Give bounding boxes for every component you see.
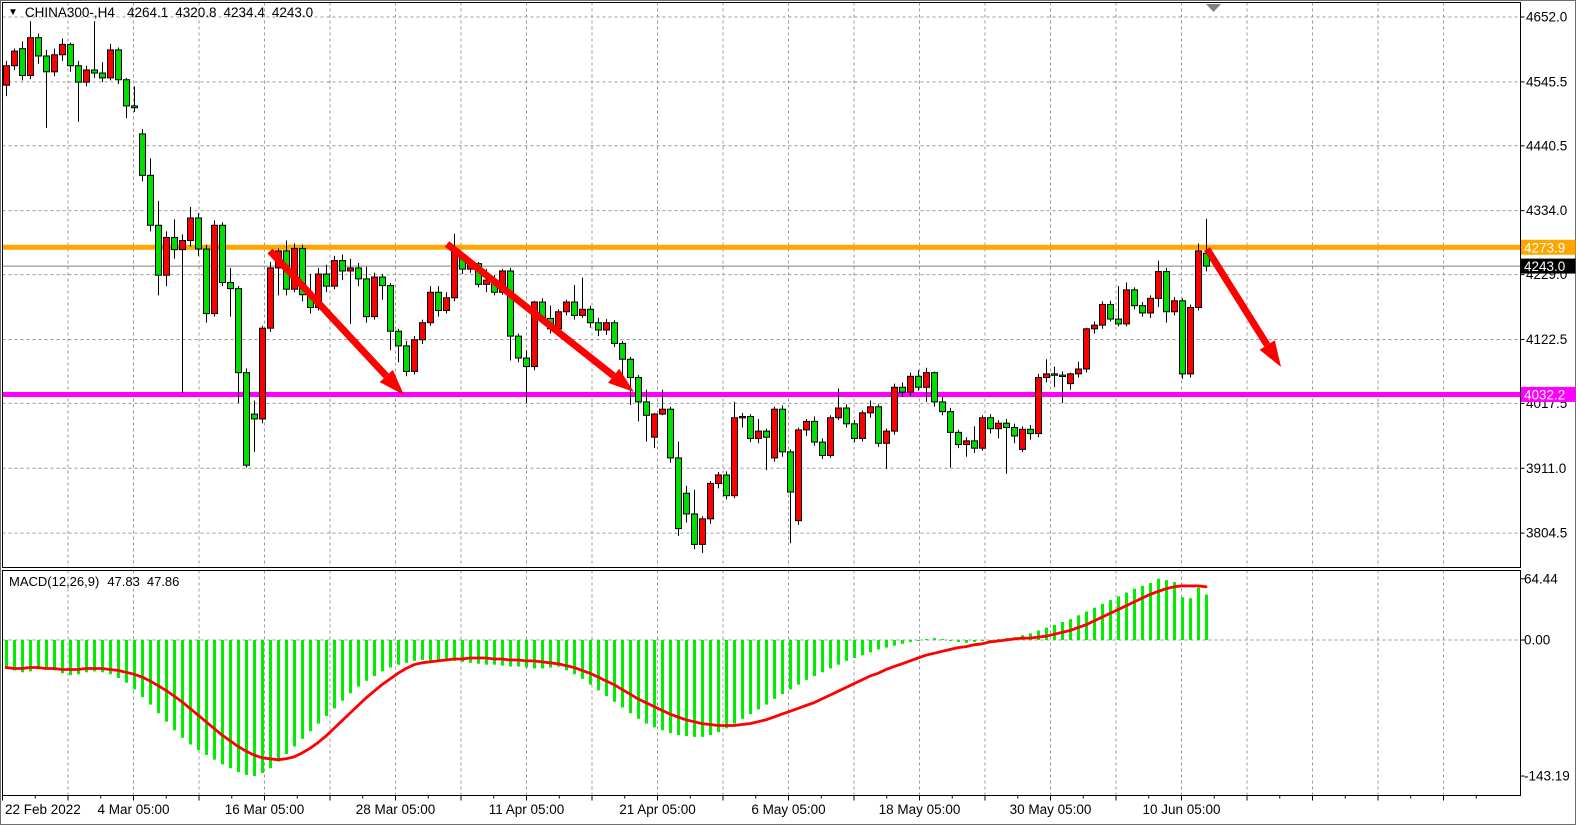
time-tick-label: 10 Jun 05:00 [1142, 802, 1220, 817]
legend-close-value: 4243.0 [271, 5, 314, 20]
down-arrow-head [1259, 340, 1281, 367]
macd-signal-line [4, 584, 1208, 762]
price-tag-box [1521, 386, 1576, 402]
price-tick-label: 4334.0 [1526, 203, 1567, 218]
price-tick-label: 4652.0 [1526, 10, 1567, 25]
macd-tick-label: 64.44 [1524, 571, 1558, 586]
time-tick-label: 6 May 05:00 [751, 802, 825, 817]
chevron-down-icon[interactable]: ▼ [8, 6, 18, 18]
price-scale[interactable]: 4652.04545.54440.54334.04229.04122.54017… [1520, 10, 1576, 541]
price-tag-label: 4032.2 [1524, 387, 1565, 402]
down-arrow-shaft [444, 241, 616, 379]
macd-tick-label: -143.19 [1524, 769, 1570, 784]
legend-high-value: 4320.8 [175, 5, 217, 20]
time-tick-label: 28 Mar 05:00 [356, 802, 436, 817]
macd-scale[interactable]: 64.44 0.00 -143.19 [1520, 571, 1570, 784]
price-tag-label: 4273.9 [1524, 240, 1565, 255]
macd-signal-value: 47.86 [146, 574, 180, 589]
macd-histogram [5, 578, 1208, 777]
time-tick-label: 18 May 05:00 [879, 802, 961, 817]
time-tick-label: 4 Mar 05:00 [97, 802, 169, 817]
down-arrow-shaft [1204, 247, 1271, 347]
time-tick-label: 11 Apr 05:00 [489, 802, 565, 817]
candlesticks [3, 21, 1210, 553]
price-tag-box [1521, 258, 1576, 274]
macd-tick-label: 0.00 [1524, 633, 1550, 648]
horizontal-price-lines [2, 244, 1521, 397]
macd-legend: MACD(12,26,9) 47.83 47.86 [9, 574, 186, 589]
price-tick-label: 4122.5 [1526, 332, 1567, 347]
macd-main-value: 47.83 [107, 574, 140, 589]
time-axis[interactable]: 22 Feb 2022 4 Mar 05:00 16 Mar 05:00 28 Mar… [2, 795, 1477, 818]
down-arrow-head [379, 369, 404, 395]
time-tick-label: 22 Feb 2022 [5, 802, 81, 817]
down-arrow-head [608, 368, 634, 392]
price-tick-label: 4545.5 [1526, 74, 1567, 89]
trend-arrows[interactable] [267, 241, 1281, 395]
legend-open-value: 4264.1 [126, 5, 169, 20]
time-tick-label: 21 Apr 05:00 [619, 802, 696, 817]
macd-indicator-label: MACD(12,26,9) [9, 574, 100, 589]
chart-shift-marker-icon [1206, 4, 1221, 12]
time-tick-label: 30 May 05:00 [1010, 802, 1092, 817]
legend-low-value: 4234.4 [223, 5, 265, 20]
price-tick-label: 4440.5 [1526, 138, 1567, 153]
gridlines [2, 2, 1521, 796]
legend-symbol-timeframe: CHINA300-,H4 [24, 5, 115, 20]
symbol-legend: ▼ CHINA300-,H4 4264.1 4320.8 4234.4 4243… [8, 5, 320, 20]
price-tick-label: 3911.0 [1526, 461, 1566, 476]
price-tag-label: 4243.0 [1524, 259, 1565, 274]
price-tick-label: 3804.5 [1526, 526, 1567, 541]
price-tag-box [1521, 239, 1576, 255]
time-tick-label: 16 Mar 05:00 [225, 802, 305, 817]
down-arrow-shaft [267, 248, 389, 379]
